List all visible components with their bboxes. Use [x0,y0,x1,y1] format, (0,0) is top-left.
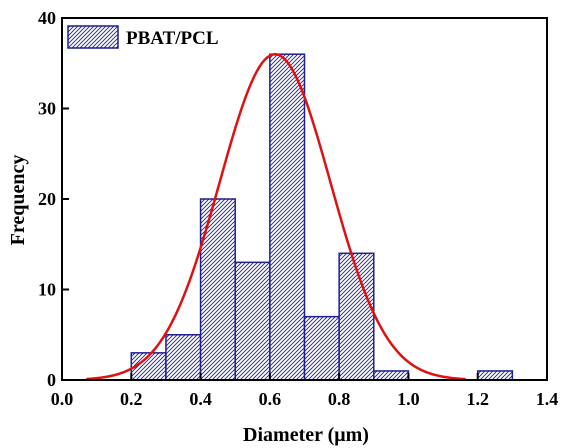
ticks-layer: 0.0 0.2 0.4 0.6 0.8 1.0 1.2 1.4 0 10 20 30 40 [38,8,558,409]
y-tick-label-2: 20 [38,189,56,209]
bar-7 [373,370,410,381]
y-tick-label-3: 30 [38,99,56,119]
x-tick-label-4: 0.8 [328,389,351,409]
x-tick-label-1: 0.2 [120,389,143,409]
fit-curve-layer [86,52,466,381]
bar-4 [269,53,306,381]
bar-8 [476,370,514,381]
legend: PBAT/PCL [67,25,219,49]
x-tick-label-6: 1.2 [466,389,489,409]
x-tick-label-2: 0.4 [189,389,212,409]
x-tick-label-5: 1.0 [397,389,420,409]
y-tick-label-4: 40 [38,8,56,28]
gaussian-fit-curve [86,52,466,381]
y-tick-label-1: 10 [38,280,56,300]
bar-3 [234,261,271,381]
x-axis-title: Diameter (μm) [243,424,369,446]
bar-1 [165,334,202,381]
x-tick-label-0: 0.0 [51,389,74,409]
legend-swatch [67,25,119,49]
legend-label: PBAT/PCL [126,28,219,49]
bar-5 [303,315,340,381]
bar-2 [199,198,236,381]
bar-6 [338,252,375,381]
x-tick-label-7: 1.4 [536,389,559,409]
y-tick-label-0: 0 [47,370,56,390]
y-axis-title: Frequency [7,155,29,246]
x-tick-label-3: 0.6 [259,389,282,409]
bars-layer [130,53,514,381]
